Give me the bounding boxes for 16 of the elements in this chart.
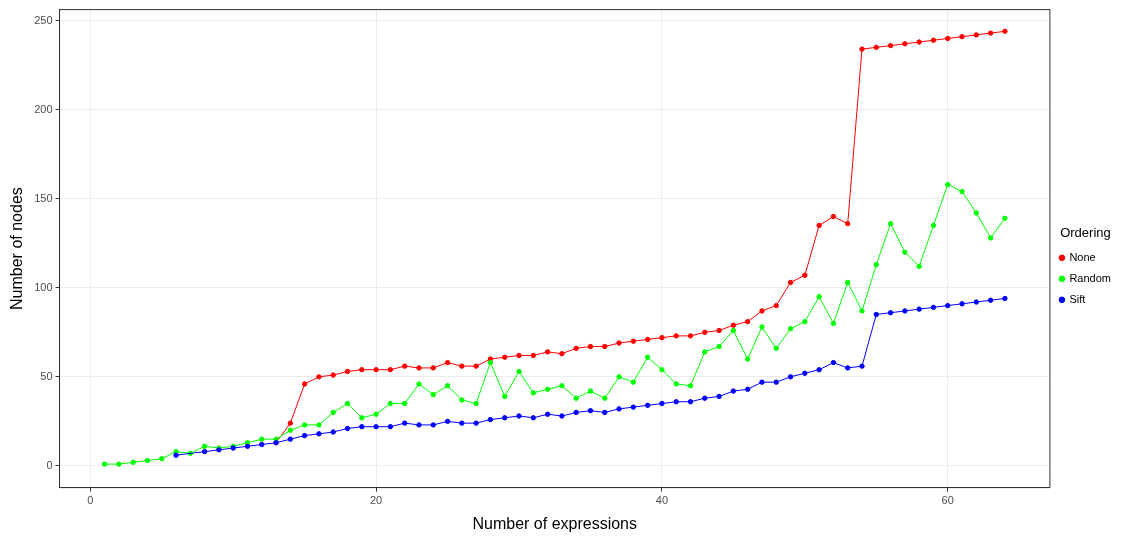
y-axis-title: Number of nodes: [8, 187, 26, 310]
legend-title: Ordering: [1060, 224, 1111, 240]
legend-label: Random: [1069, 271, 1111, 284]
legend-label: None: [1069, 250, 1096, 263]
y-tick-label: 250: [34, 13, 53, 26]
y-tick-label: 200: [34, 102, 53, 115]
x-axis-title: Number of expressions: [472, 514, 637, 532]
x-tick-label: 40: [655, 494, 669, 507]
x-tick-label: 60: [941, 494, 954, 507]
y-tick-label: 100: [34, 280, 53, 293]
y-tick-label: 50: [40, 369, 53, 382]
x-tick-label: 20: [369, 494, 383, 507]
x-tick-label: 0: [87, 494, 94, 507]
y-tick-label: 150: [34, 191, 53, 204]
legend-label: Sift: [1069, 292, 1086, 305]
y-tick-label: 0: [46, 458, 53, 471]
